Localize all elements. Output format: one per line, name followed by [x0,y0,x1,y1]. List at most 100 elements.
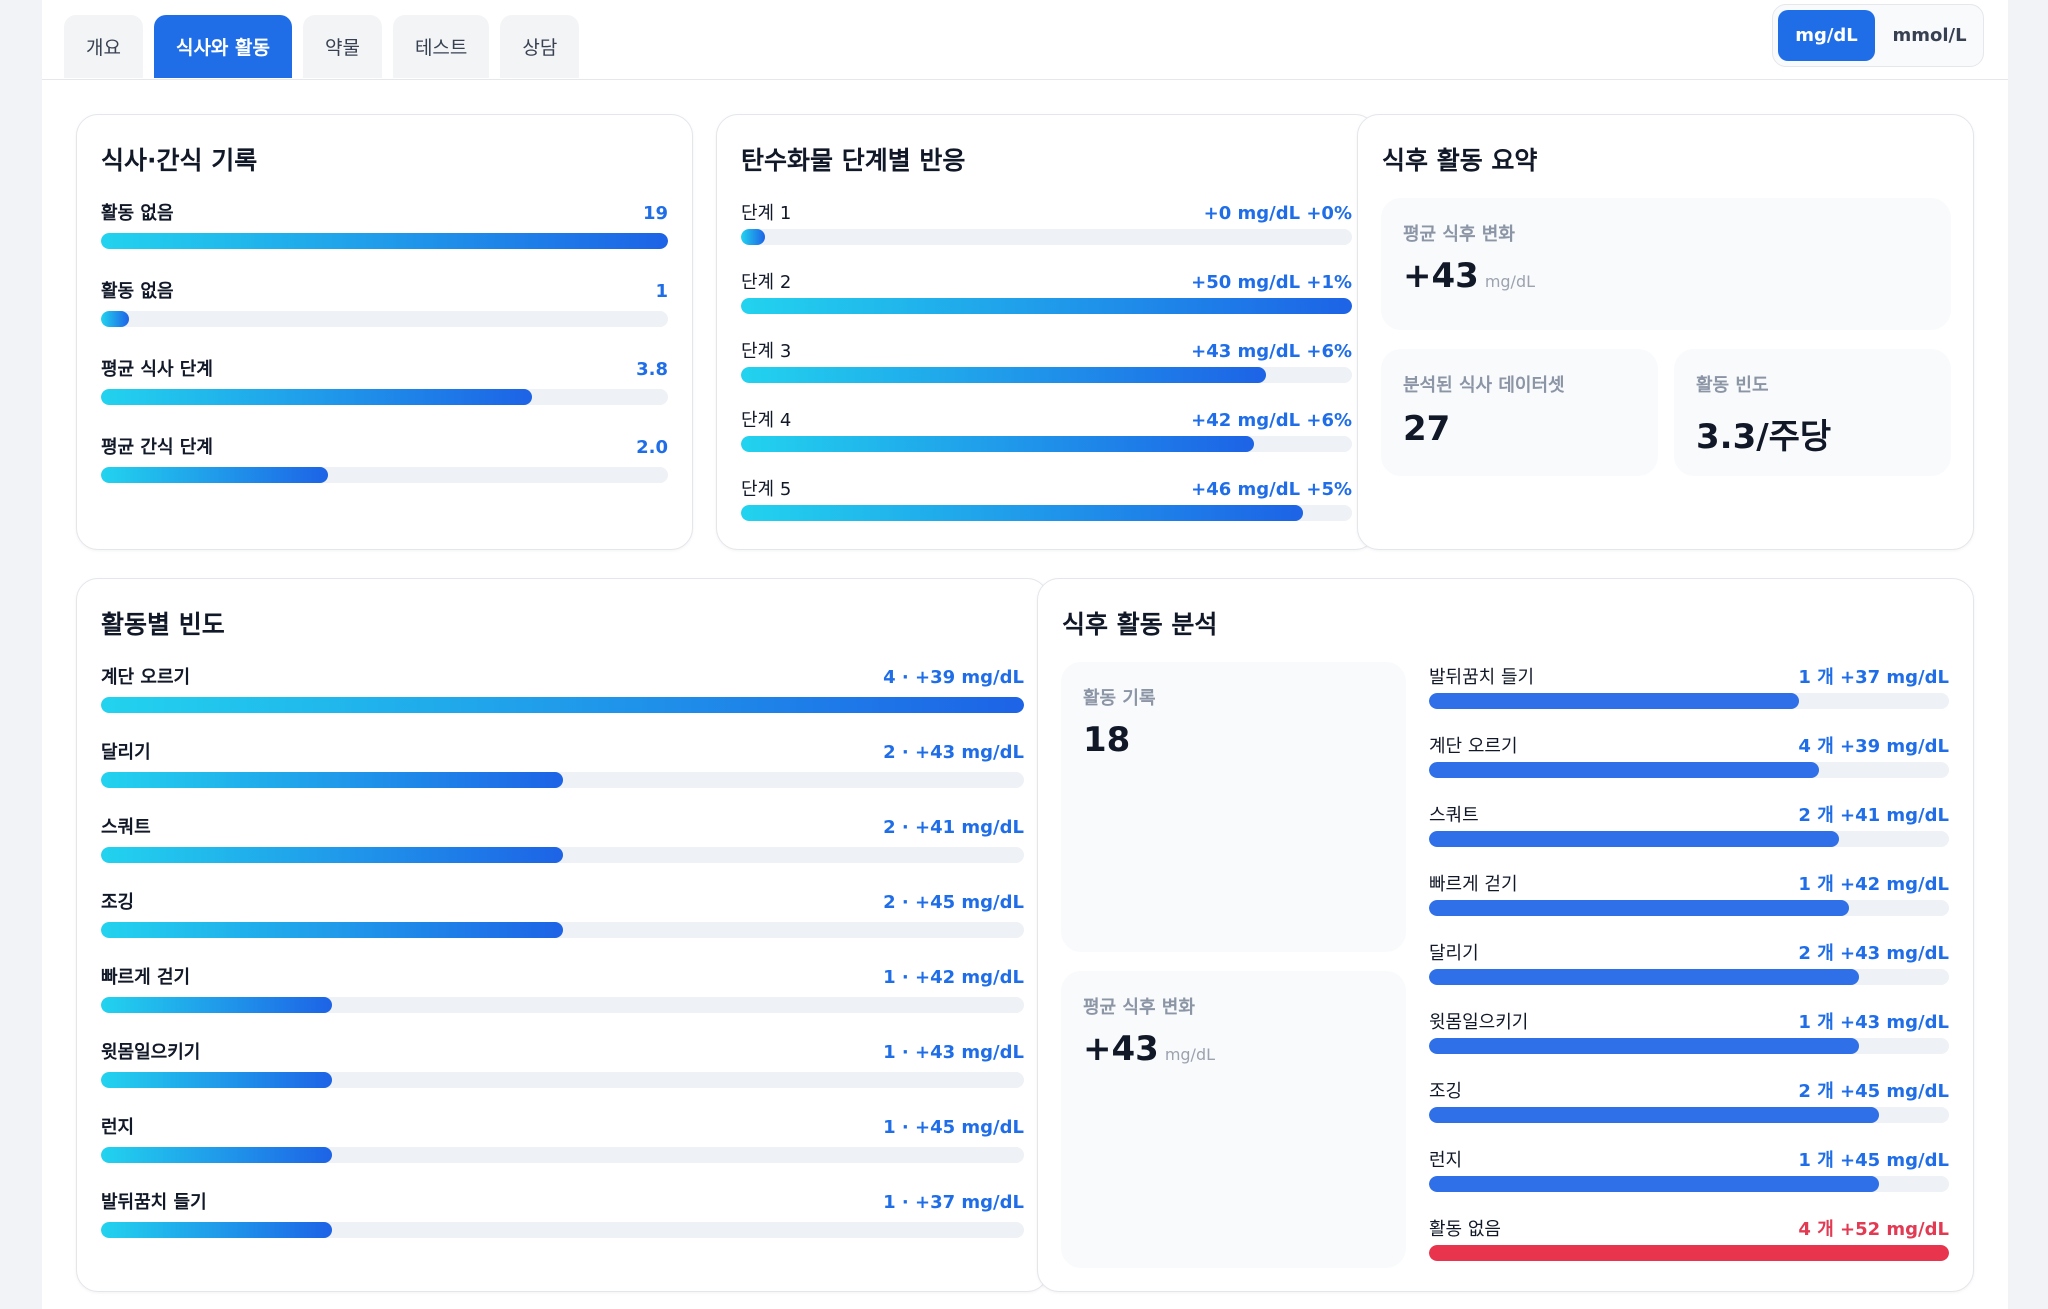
analysis-avg-change-line: +43 mg/dL [1083,1029,1215,1069]
row-label: 발뒤꿈치 들기 [101,1192,207,1213]
row-header: 조깅 2 개 +45 mg/dL [1429,1077,1949,1103]
row-label: 계단 오르기 [101,667,191,688]
analysis-avg-change-box: 평균 식후 변화 +43 mg/dL [1061,971,1406,1268]
row-label: 평균 간식 단계 [101,437,213,458]
row-value: 1 개 +37 mg/dL [1798,667,1949,688]
carb-response-title: 탄수화물 단계별 반응 [741,146,966,175]
activity-records-box: 활동 기록 18 [1061,662,1406,952]
progress-fill [101,697,1024,713]
row-header: 평균 식사 단계 3.8 [101,355,668,381]
post-meal-analysis-card: 식후 활동 분석 활동 기록 18 평균 식후 변화 +43 mg/dL 발뒤꿈치… [1037,578,1974,1292]
row-header: 계단 오르기 4 · +39 mg/dL [101,663,1024,689]
row-value: 1 · +43 mg/dL [883,1042,1024,1063]
avg-change-unit: mg/dL [1484,272,1536,291]
row-header: 런지 1 · +45 mg/dL [101,1113,1024,1139]
row-value: +0 mg/dL +0% [1203,203,1352,224]
row-header: 달리기 2 개 +43 mg/dL [1429,939,1949,965]
tab-meals-activity[interactable]: 식사와 활동 [153,15,292,78]
row-label: 달리기 [101,742,151,763]
activity-frequency-title: 활동별 빈도 [101,610,225,639]
progress-track [101,1222,1024,1238]
row-label: 조깅 [1429,1081,1463,1102]
row-value: 2 · +43 mg/dL [883,742,1024,763]
row-label: 스쿼트 [1429,805,1479,826]
row-label: 윗몸일으키기 [101,1042,201,1063]
carb-response-card: 탄수화물 단계별 반응 단계 1 +0 mg/dL +0% 단계 2 +50 mg/d… [716,114,1377,550]
avg-change-box: 평균 식후 변화 +43 mg/dL [1381,198,1951,330]
row-value: +42 mg/dL +6% [1191,410,1352,431]
activity-analysis-row: 달리기 2 개 +43 mg/dL [1429,939,1949,985]
datasets-box: 분석된 식사 데이터셋 27 [1381,349,1658,476]
row-value: 2 개 +41 mg/dL [1798,805,1949,826]
carb-level-row: 단계 1 +0 mg/dL +0% [741,199,1352,245]
progress-track [741,367,1352,383]
activity-records-label: 활동 기록 [1083,688,1156,709]
row-label: 스쿼트 [101,817,151,838]
tab-overview[interactable]: 개요 [64,15,143,78]
carb-level-row: 단계 4 +42 mg/dL +6% [741,406,1352,452]
progress-fill [1429,900,1850,916]
row-header: 단계 4 +42 mg/dL +6% [741,406,1352,432]
progress-fill [101,311,130,327]
row-value: +50 mg/dL +1% [1191,272,1352,293]
row-value: 2 · +41 mg/dL [883,817,1024,838]
row-value: 1 · +45 mg/dL [883,1117,1024,1138]
row-value: 2 · +45 mg/dL [883,892,1024,913]
progress-fill [1429,762,1819,778]
progress-fill [741,229,766,245]
progress-track [1429,1038,1949,1054]
progress-track [101,233,668,249]
post-meal-analysis-title: 식후 활동 분석 [1062,610,1218,639]
row-header: 스쿼트 2 개 +41 mg/dL [1429,801,1949,827]
row-label: 윗몸일으키기 [1429,1012,1529,1033]
progress-fill [741,298,1352,314]
unit-mgdl-button[interactable]: mg/dL [1778,10,1875,61]
row-header: 스쿼트 2 · +41 mg/dL [101,813,1024,839]
tab-medication[interactable]: 약물 [302,15,382,78]
row-value: 1 [655,281,668,302]
row-value: 1 · +42 mg/dL [883,967,1024,988]
progress-track [741,505,1352,521]
post-meal-summary-title: 식후 활동 요약 [1382,146,1538,175]
progress-fill [1429,1245,1949,1261]
progress-track [1429,1245,1949,1261]
row-label: 런지 [101,1117,135,1138]
row-value: 2.0 [636,437,668,458]
row-value: 1 · +37 mg/dL [883,1192,1024,1213]
tab-tests[interactable]: 테스트 [392,15,490,78]
progress-track [1429,969,1949,985]
analysis-avg-change-label: 평균 식후 변화 [1083,997,1195,1018]
row-value: 1 개 +43 mg/dL [1798,1012,1949,1033]
progress-fill [741,505,1304,521]
avg-change-value: +43 [1403,256,1479,296]
row-header: 윗몸일으키기 1 개 +43 mg/dL [1429,1008,1949,1034]
frequency-box: 활동 빈도 3.3/주당 [1674,349,1951,476]
progress-track [101,847,1024,863]
row-header: 평균 간식 단계 2.0 [101,433,668,459]
unit-mmol-button[interactable]: mmol/L [1892,25,1967,46]
activity-frequency-row: 런지 1 · +45 mg/dL [101,1113,1024,1163]
progress-track [1429,762,1949,778]
progress-fill [101,847,563,863]
meal-log-row: 활동 없음 1 [101,277,668,327]
meal-log-card: 식사·간식 기록 활동 없음 19 활동 없음 1 평균 식사 단계 3.8 평균 간식 단… [76,114,693,550]
activity-records-value: 18 [1083,720,1131,760]
progress-fill [101,1072,332,1088]
activity-frequency-row: 윗몸일으키기 1 · +43 mg/dL [101,1038,1024,1088]
tab-consultation[interactable]: 상담 [500,15,580,78]
activity-frequency-row: 스쿼트 2 · +41 mg/dL [101,813,1024,863]
row-label: 발뒤꿈치 들기 [1429,667,1535,688]
row-value: 1 개 +45 mg/dL [1798,1150,1949,1171]
progress-fill [741,436,1255,452]
progress-track [1429,831,1949,847]
progress-track [1429,693,1949,709]
row-label: 평균 식사 단계 [101,359,213,380]
progress-track [101,997,1024,1013]
activity-analysis-row: 계단 오르기 4 개 +39 mg/dL [1429,732,1949,778]
row-label: 단계 3 [741,341,792,362]
row-label: 단계 2 [741,272,792,293]
row-label: 빠르게 걷기 [1429,874,1518,895]
progress-track [101,1072,1024,1088]
progress-track [101,389,668,405]
activity-frequency-row: 계단 오르기 4 · +39 mg/dL [101,663,1024,713]
